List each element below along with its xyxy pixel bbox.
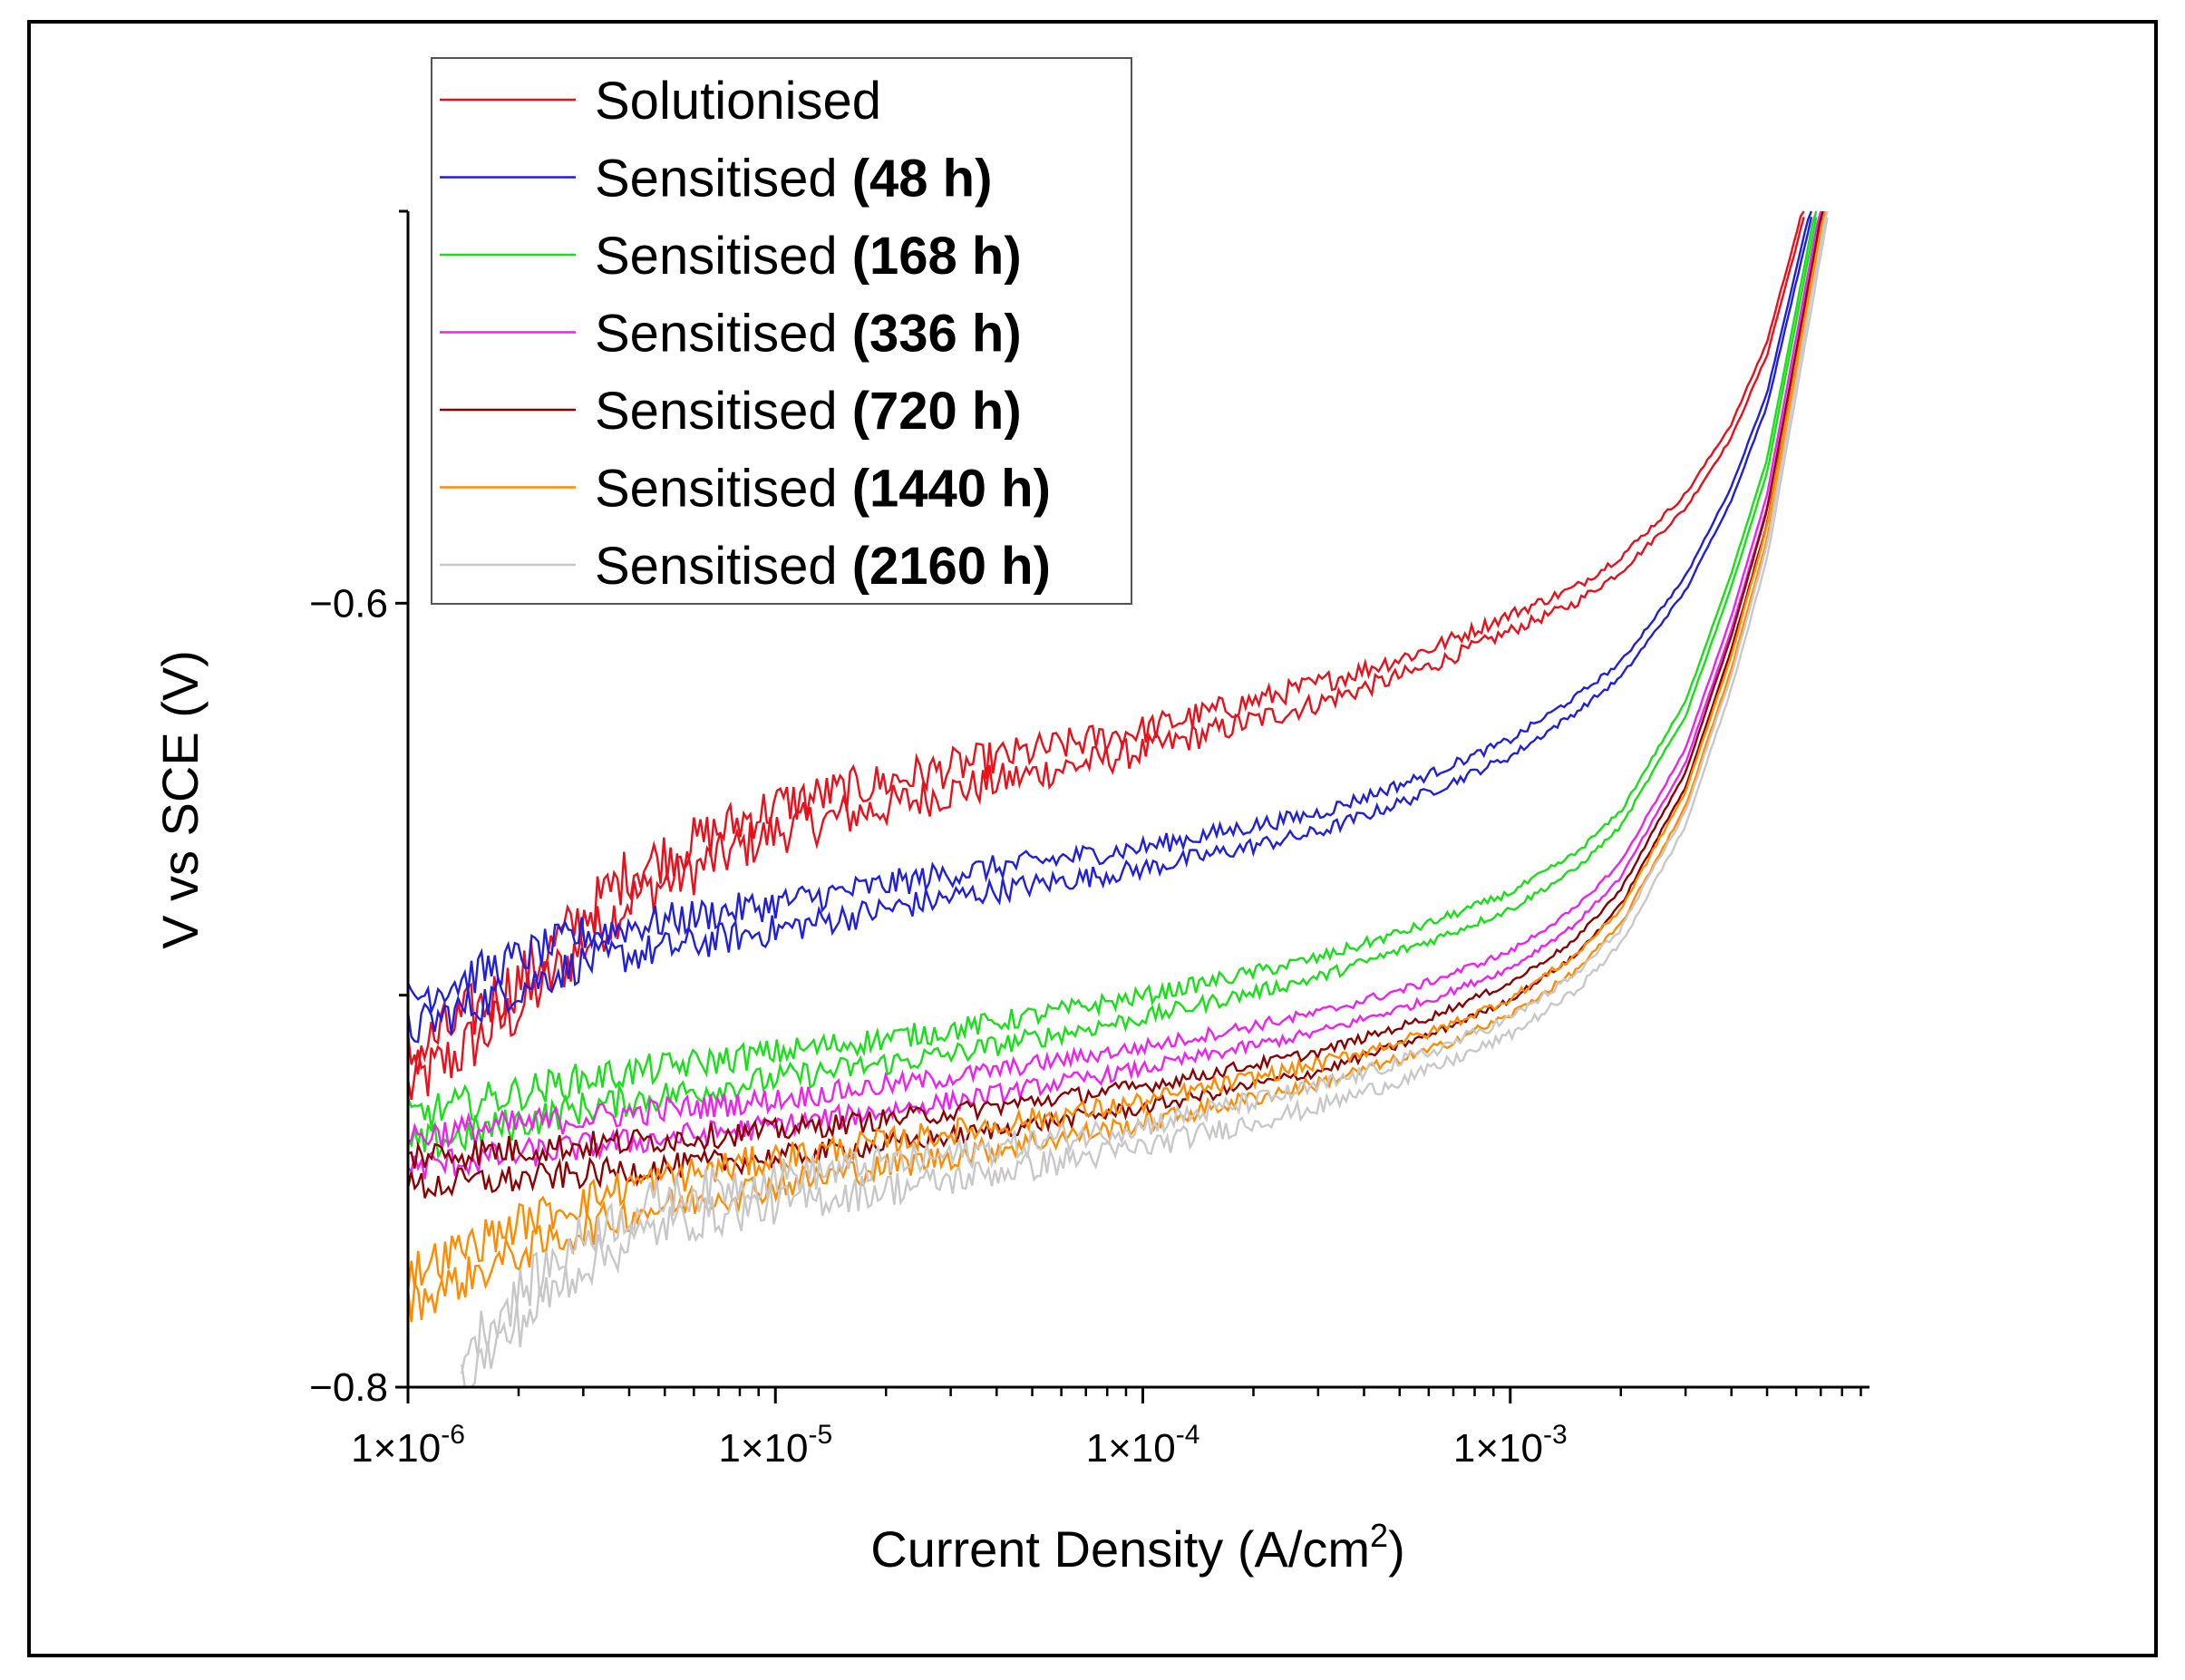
figure-frame [27, 20, 2158, 1657]
y-axis-title: V vs SCE (V) [151, 650, 209, 949]
series-line-6-sweep-0 [461, 217, 1829, 1389]
x-axis-title-main: Current Density (A/cm [870, 1520, 1370, 1578]
x-tick-label-1: 1×10-5 [718, 1420, 832, 1471]
legend-label-0: Solutionised [595, 72, 881, 131]
ticks-layer: 1×10-6 1×10-5 1×10-4 1×10-3 −0.6 −0.8 [309, 209, 1862, 1471]
series-line-2-sweep-0 [406, 217, 1818, 1160]
legend-box [431, 57, 1132, 605]
legend-label-1: Sensitised (48 h) [595, 150, 992, 209]
series-line-3-sweep-1 [407, 210, 1822, 1149]
series-line-0-sweep-1 [406, 210, 1805, 1075]
x-tick-label-2: 1×10-4 [1086, 1420, 1200, 1471]
legend-label-5: Sensitised (1440 h) [595, 460, 1051, 519]
series-line-6-sweep-1 [461, 210, 1829, 1374]
series-line-2-sweep-1 [406, 210, 1818, 1129]
axes-layer [406, 211, 1869, 1389]
legend-label-6: Sensitised (2160 h) [595, 537, 1051, 596]
x-axis-title: Current Density (A/cm2) [870, 1517, 1404, 1578]
x-axis-title-sup: 2 [1370, 1517, 1388, 1554]
series-line-4-sweep-1 [407, 210, 1824, 1172]
series-line-3-sweep-0 [407, 217, 1822, 1180]
x-axis-title-end: ) [1388, 1520, 1405, 1578]
x-tick-label-3: 1×10-3 [1453, 1420, 1568, 1471]
legend-label-3: Sensitised (336 h) [595, 305, 1022, 364]
legend-label-4: Sensitised (720 h) [595, 382, 1022, 441]
series-layer [406, 210, 1829, 1389]
legend: Solutionised Sensitised (48 h) Sensitised … [431, 57, 1132, 605]
x-tick-label-0: 1×10-6 [351, 1420, 465, 1471]
y-tick-label-1: −0.8 [309, 1365, 388, 1410]
series-line-1-sweep-1 [406, 210, 1813, 1016]
series-line-1-sweep-0 [406, 216, 1813, 1044]
series-line-5-sweep-1 [406, 210, 1827, 1293]
legend-label-2: Sensitised (168 h) [595, 227, 1022, 286]
y-tick-label-0: −0.6 [309, 581, 388, 626]
